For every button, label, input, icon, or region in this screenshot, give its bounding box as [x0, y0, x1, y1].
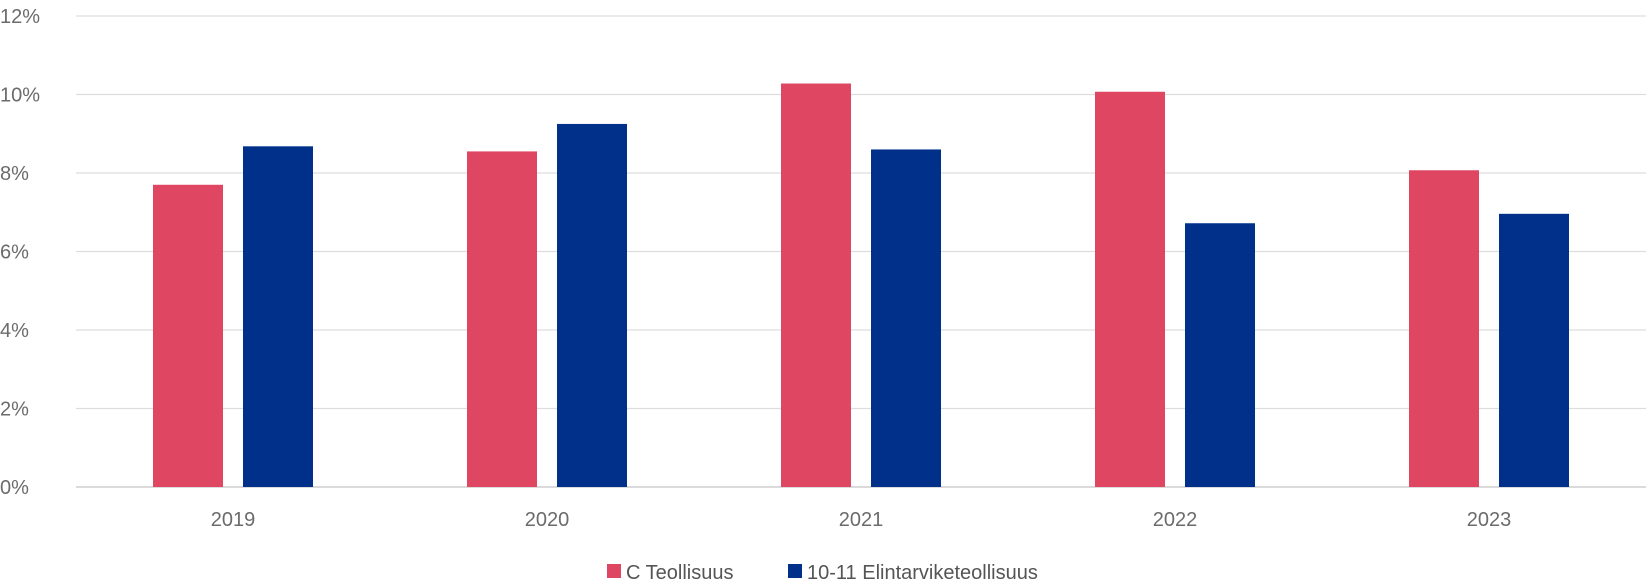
legend-swatch	[607, 564, 621, 578]
x-tick-label: 2023	[1467, 509, 1512, 531]
y-axis-ticks: 0% 2% 4% 6% 8% 10% 12%	[0, 6, 40, 499]
legend-swatch	[788, 564, 802, 578]
gridlines	[76, 15, 1646, 488]
bars	[153, 83, 1569, 488]
x-tick-label: 2022	[1153, 509, 1198, 531]
x-tick-label: 2020	[525, 509, 570, 531]
y-tick-label: 4%	[0, 320, 29, 342]
bar-c-teollisuus-2020	[467, 151, 537, 487]
bar-c-teollisuus-2023	[1409, 170, 1479, 487]
y-tick-label: 6%	[0, 242, 29, 264]
x-tick-label: 2019	[211, 509, 256, 531]
y-tick-label: 10%	[0, 85, 40, 107]
bar-elintarviketeollisuus-2020	[557, 123, 627, 487]
y-tick-label: 2%	[0, 399, 29, 421]
bar-c-teollisuus-2019	[153, 184, 223, 487]
x-axis-ticks: 2019 2020 2021 2022 2023	[211, 509, 1512, 531]
y-tick-label: 12%	[0, 6, 40, 28]
bar-elintarviketeollisuus-2021	[871, 149, 941, 487]
x-tick-label: 2021	[839, 509, 884, 531]
legend: C Teollisuus 10-11 Elintarviketeollisuus	[607, 562, 1038, 584]
bar-elintarviketeollisuus-2019	[243, 146, 313, 487]
bar-c-teollisuus-2021	[781, 83, 851, 487]
bar-elintarviketeollisuus-2023	[1499, 213, 1569, 487]
y-tick-label: 8%	[0, 163, 29, 185]
legend-label: 10-11 Elintarviketeollisuus	[807, 562, 1038, 584]
bar-c-teollisuus-2022	[1095, 91, 1165, 487]
bar-elintarviketeollisuus-2022	[1185, 223, 1255, 488]
legend-label: C Teollisuus	[626, 562, 733, 584]
y-tick-label: 0%	[0, 477, 29, 499]
